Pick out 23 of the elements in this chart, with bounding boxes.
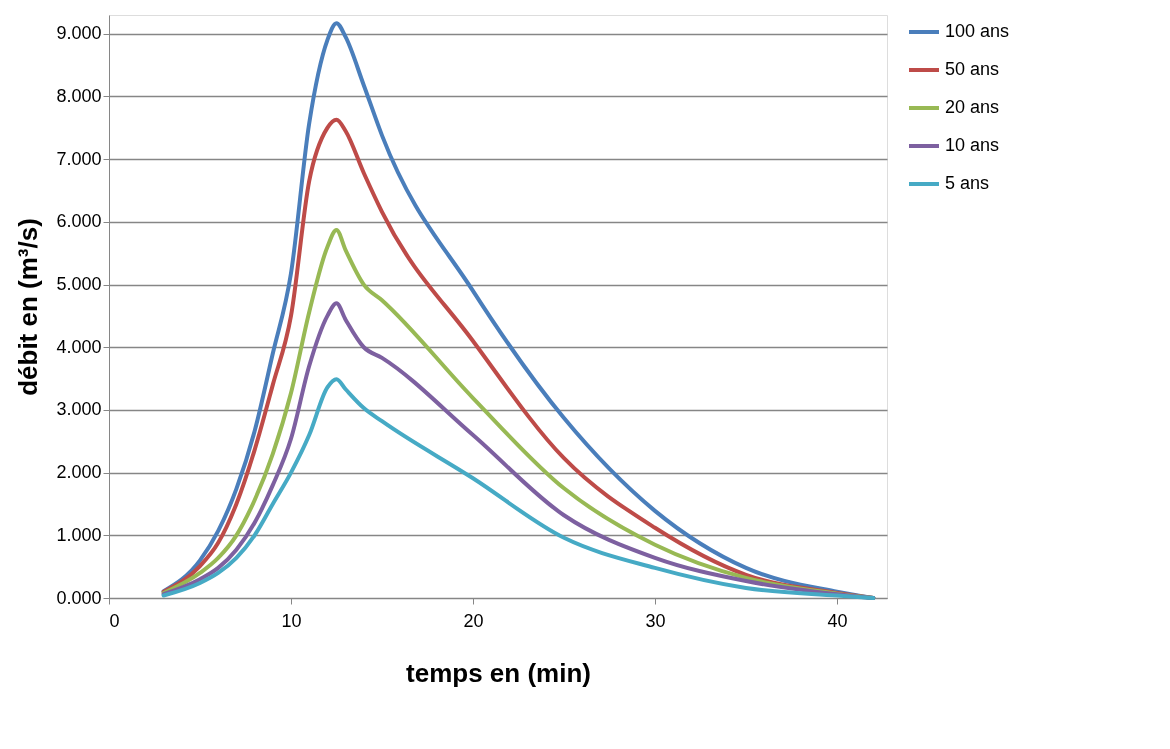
- x-tick-label: 10: [281, 610, 302, 631]
- y-tick-label: 8.000: [56, 85, 102, 106]
- legend-label: 20 ans: [945, 97, 1000, 117]
- x-tick-label: 20: [463, 610, 484, 631]
- legend-label: 100 ans: [945, 21, 1010, 41]
- legend-label: 50 ans: [945, 59, 1000, 79]
- x-tick-label: 0: [109, 610, 120, 631]
- legend-label: 10 ans: [945, 135, 1000, 155]
- legend-label: 5 ans: [945, 173, 990, 193]
- x-tick-label: 40: [827, 610, 848, 631]
- y-tick-label: 4.000: [56, 336, 102, 357]
- x-tick-label: 30: [645, 610, 666, 631]
- y-tick-label: 5.000: [56, 274, 102, 295]
- y-tick-label: 1.000: [56, 524, 102, 545]
- line-series: [161, 377, 876, 600]
- y-axis-title: débit en (m³/s): [13, 218, 44, 396]
- y-tick-label: 2.000: [56, 462, 102, 483]
- y-tick-label: 0.000: [56, 587, 102, 608]
- y-tick-label: 9.000: [56, 23, 102, 44]
- y-tick-label: 7.000: [56, 148, 102, 169]
- x-axis-title: temps en (min): [406, 657, 591, 688]
- y-tick-label: 3.000: [56, 399, 102, 420]
- y-tick-label: 6.000: [56, 211, 102, 232]
